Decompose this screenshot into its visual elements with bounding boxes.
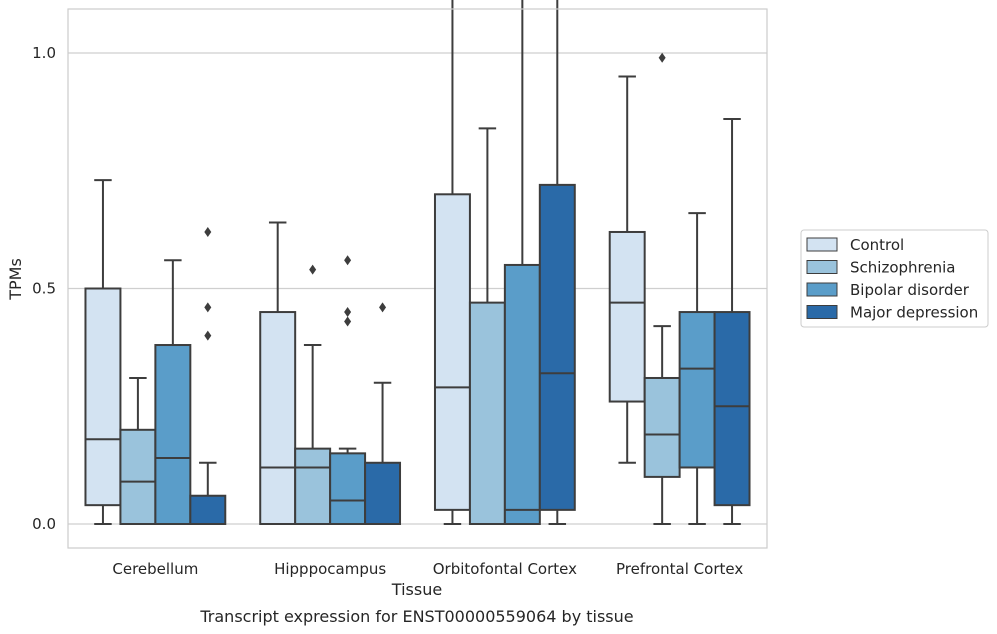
box-1-0 xyxy=(259,221,297,525)
box-2-2 xyxy=(503,0,541,525)
legend: Control Schizophrenia Bipolar disorder Majo… xyxy=(800,229,989,328)
legend-label: Control xyxy=(850,236,904,254)
outlier-point xyxy=(204,226,212,237)
legend-label: Schizophrenia xyxy=(850,259,955,277)
outlier-point xyxy=(658,52,666,63)
box-iqr xyxy=(154,344,192,525)
box-2-3 xyxy=(538,0,576,525)
box-iqr xyxy=(84,287,122,507)
x-tick-label: Orbitofontal Cortex xyxy=(433,560,577,578)
legend-label: Bipolar disorder xyxy=(850,281,970,299)
plot-frame xyxy=(67,8,768,549)
box-iqr xyxy=(643,376,681,478)
legend-swatch xyxy=(806,282,838,297)
box-iqr xyxy=(433,193,471,511)
box-3-1 xyxy=(643,52,681,525)
box-0-2 xyxy=(154,259,192,525)
box-iqr xyxy=(294,447,332,526)
y-axis-ticks: 0.00.51.01.52.0 xyxy=(32,44,56,533)
legend-swatch xyxy=(806,305,838,319)
box-0-0 xyxy=(84,179,122,525)
chart-caption: Transcript expression for ENST0000055906… xyxy=(199,607,633,626)
box-iqr xyxy=(119,428,157,525)
box-2-0 xyxy=(433,0,471,525)
box-iqr xyxy=(713,311,751,507)
legend-swatch xyxy=(806,260,838,274)
outlier-point xyxy=(204,302,212,313)
x-tick-label: Cerebellum xyxy=(112,560,198,578)
y-tick-label: 1.0 xyxy=(32,44,56,62)
box-0-1 xyxy=(119,376,157,525)
legend-frame xyxy=(800,229,989,328)
box-3-3 xyxy=(713,117,751,525)
boxes xyxy=(84,0,751,526)
x-tick-label: Prefrontal Cortex xyxy=(616,560,743,578)
x-tick-label: Hipppocampus xyxy=(274,560,386,578)
box-1-3 xyxy=(364,302,402,525)
outlier-point xyxy=(344,255,352,266)
x-axis-ticks: Cerebellum Hipppocampus Orbitofontal Corte… xyxy=(112,560,743,578)
box-iqr xyxy=(189,494,227,525)
legend-swatch xyxy=(806,237,838,252)
box-3-0 xyxy=(608,75,646,464)
y-tick-label: 0.5 xyxy=(32,280,56,298)
outlier-point xyxy=(344,316,352,327)
box-iqr xyxy=(259,311,297,525)
y-axis-label: TPMs xyxy=(6,258,25,301)
outlier-point xyxy=(204,330,212,341)
y-tick-label: 0.0 xyxy=(32,515,56,533)
box-0-3 xyxy=(189,226,227,525)
box-iqr xyxy=(468,301,506,525)
box-iqr xyxy=(678,311,716,469)
box-iqr xyxy=(364,461,402,525)
box-iqr xyxy=(329,452,367,526)
box-iqr xyxy=(538,183,576,511)
outlier-point xyxy=(309,264,317,275)
box-1-2 xyxy=(329,255,367,526)
outlier-point xyxy=(379,302,387,313)
x-axis-label: Tissue xyxy=(391,580,442,599)
box-iqr xyxy=(503,263,541,525)
box-iqr xyxy=(608,230,646,403)
legend-label: Major depression xyxy=(850,304,978,322)
outlier-point xyxy=(344,307,352,318)
